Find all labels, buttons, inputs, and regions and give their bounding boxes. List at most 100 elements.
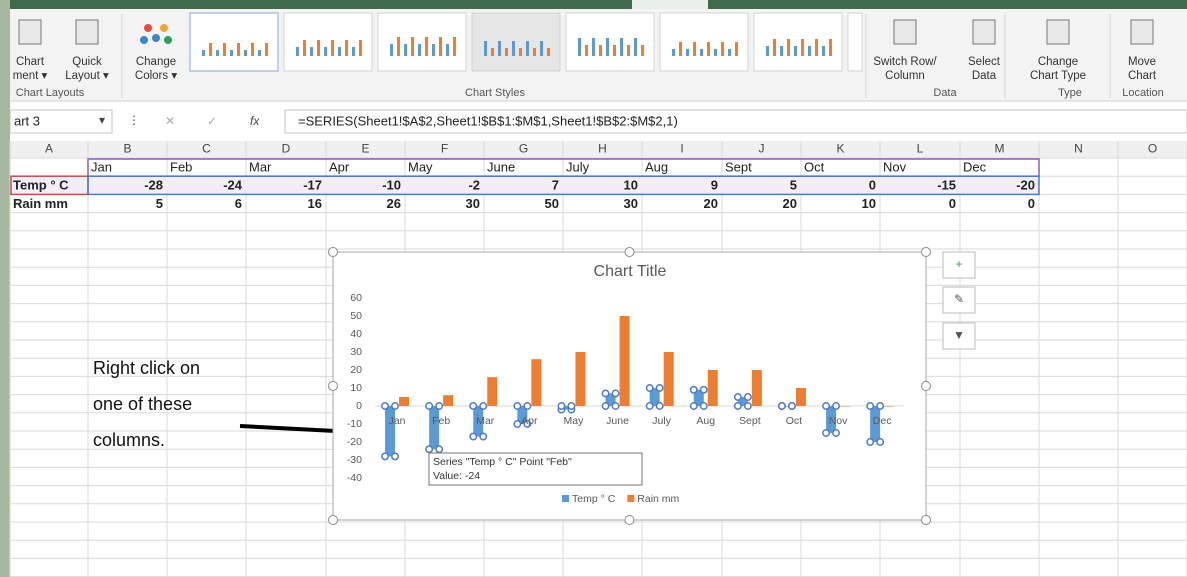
resize-handle[interactable] [921,247,931,257]
bar[interactable] [561,406,572,410]
button-label[interactable]: Chart Type [1030,70,1086,82]
button-icon[interactable] [75,19,99,45]
cell-value[interactable]: 20 [783,196,797,211]
bar[interactable] [781,406,792,407]
button-label[interactable]: Change [1038,56,1078,68]
chart-side-button[interactable] [942,286,976,314]
bar[interactable] [531,359,542,406]
cell-value[interactable]: 0 [949,196,956,211]
button-icon[interactable] [1130,19,1154,45]
column-header[interactable]: N [1074,142,1083,156]
button-icon[interactable] [893,19,917,45]
bar[interactable] [884,406,895,407]
bar[interactable] [737,397,748,406]
cell-month[interactable]: July [566,160,590,175]
column-header[interactable]: F [441,142,448,156]
bar[interactable] [826,406,837,433]
cell-value[interactable]: -2 [468,178,480,193]
cell-value[interactable]: 16 [308,196,322,211]
cell-month[interactable]: Oct [804,160,825,175]
chart-style[interactable] [189,12,279,72]
column-header[interactable]: M [995,142,1005,156]
cell-month[interactable]: Sept [725,160,752,175]
column-header[interactable]: G [519,142,528,156]
button-label[interactable]: Chart [16,56,45,68]
column-header[interactable]: A [45,142,53,156]
column-header[interactable]: O [1148,142,1157,156]
column-header[interactable]: C [202,142,211,156]
cell-value[interactable]: 5 [156,196,163,211]
cell-value[interactable]: 50 [545,196,559,211]
button-icon[interactable] [972,19,996,45]
cell-month[interactable]: Feb [170,160,192,175]
cell-value[interactable]: 6 [235,196,242,211]
resize-handle[interactable] [328,247,338,257]
column-header[interactable]: E [361,142,369,156]
bar[interactable] [385,406,396,457]
button-label[interactable]: Data [972,70,997,82]
chart-style[interactable] [659,12,749,72]
resize-handle[interactable] [328,515,338,525]
button-label[interactable]: Switch Row/ [873,56,937,68]
bar[interactable] [663,352,674,406]
bar[interactable] [517,406,528,424]
cell-series-name[interactable]: Rain mm [13,196,68,211]
cell-value[interactable]: 30 [466,196,480,211]
button-label[interactable]: ment ▾ [13,70,48,82]
button-icon[interactable] [1046,19,1070,45]
cell-month[interactable]: Mar [249,160,272,175]
bar[interactable] [751,370,762,406]
resize-handle[interactable] [921,381,931,391]
resize-handle[interactable] [328,381,338,391]
button-label[interactable]: Layout ▾ [65,70,109,82]
chart-side-button[interactable] [942,322,976,350]
bar[interactable] [473,406,484,437]
cell-value[interactable]: -28 [144,178,163,193]
button-label[interactable]: Select [968,56,1001,68]
cell-month[interactable]: May [408,160,433,175]
cell-value[interactable]: 20 [704,196,718,211]
button-label[interactable]: Colors ▾ [135,70,177,82]
chart-side-button[interactable] [942,251,976,279]
button-icon[interactable] [18,19,42,45]
cell-value[interactable]: 5 [790,178,797,193]
bar[interactable] [429,406,440,450]
cell-value[interactable]: 10 [624,178,638,193]
cell-value[interactable]: 10 [862,196,876,211]
cell-value[interactable]: 26 [387,196,401,211]
column-header[interactable]: K [836,142,844,156]
bar[interactable] [649,388,660,406]
cell-value[interactable]: -10 [382,178,401,193]
cell-month[interactable]: June [487,160,515,175]
cell-value[interactable]: -20 [1016,178,1035,193]
bar[interactable] [399,397,410,406]
cell-value[interactable]: 0 [869,178,876,193]
cell-month[interactable]: Nov [883,160,907,175]
resize-handle[interactable] [921,515,931,525]
button-label[interactable]: Chart [1128,70,1157,82]
chart-style[interactable] [283,12,373,72]
bar[interactable] [870,406,881,442]
bar[interactable] [605,393,616,406]
column-header[interactable]: D [282,142,291,156]
bar[interactable] [575,352,586,406]
cell-series-name[interactable]: Temp ° C [13,178,69,193]
bar[interactable] [795,388,806,406]
resize-handle[interactable] [624,515,635,525]
bar[interactable] [840,406,851,407]
bar[interactable] [487,377,498,406]
cancel-icon[interactable]: ✕ [165,114,175,128]
cell-value[interactable]: 9 [711,178,718,193]
bar[interactable] [443,395,454,406]
button-label[interactable]: Column [885,70,925,82]
cell-value[interactable]: 30 [624,196,638,211]
column-header[interactable]: B [123,142,131,156]
button-label[interactable]: Quick [72,56,102,68]
cell-value[interactable]: -24 [223,178,243,193]
column-header[interactable]: H [598,142,607,156]
column-header[interactable]: I [680,142,683,156]
cell-month[interactable]: Aug [645,160,668,175]
button-label[interactable]: Move [1128,56,1156,68]
cell-month[interactable]: Apr [329,160,350,175]
gallery-scroll[interactable] [847,12,863,72]
